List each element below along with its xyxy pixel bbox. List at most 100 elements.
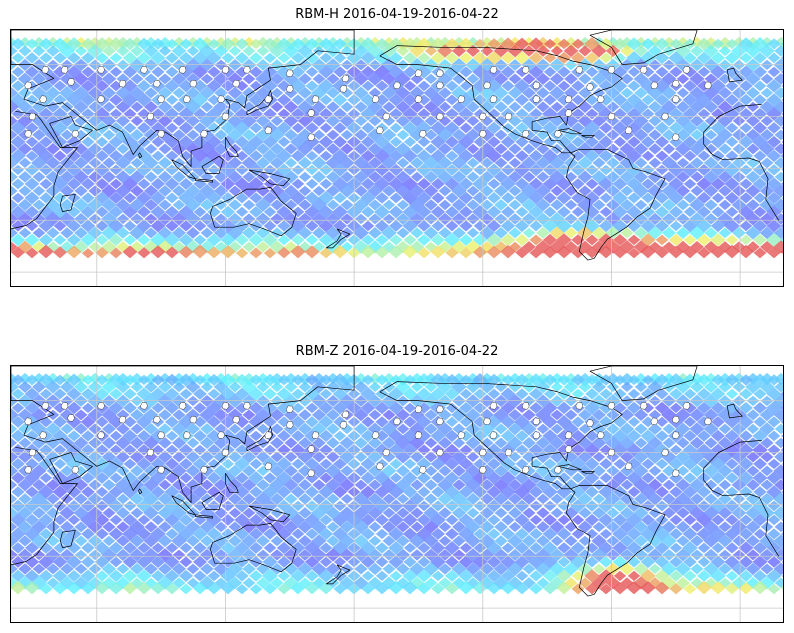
heat-cell	[599, 583, 613, 595]
heat-cell	[304, 485, 320, 498]
heat-cell	[682, 135, 698, 148]
heat-cell	[403, 556, 417, 568]
heat-cell	[333, 37, 347, 50]
heat-cell	[410, 171, 424, 183]
heat-cell	[619, 408, 635, 422]
heat-cell	[759, 44, 775, 58]
heat-cell	[326, 36, 340, 49]
heat-cell	[101, 226, 117, 240]
heat-cell	[620, 227, 634, 239]
heat-cell	[752, 177, 768, 191]
heat-cell	[262, 191, 278, 204]
heat-cell	[444, 135, 460, 148]
heat-cell	[249, 570, 263, 582]
heat-cell	[234, 219, 250, 233]
heat-cell	[360, 135, 376, 148]
heat-cell	[753, 234, 767, 246]
heat-cell	[81, 52, 95, 64]
heat-cell	[724, 51, 740, 65]
heat-cell	[263, 416, 277, 428]
heat-cell	[228, 143, 242, 155]
heat-cell	[424, 409, 438, 421]
heat-cell	[494, 227, 508, 239]
heat-cell	[290, 485, 306, 499]
heat-cell	[360, 107, 376, 121]
heat-cell	[374, 219, 390, 232]
heat-cell	[542, 527, 558, 541]
heat-cell	[319, 150, 333, 162]
heat-cell	[424, 381, 438, 393]
heat-cell	[633, 576, 649, 590]
heat-cell	[690, 521, 704, 533]
heat-cell	[549, 520, 565, 534]
heat-cell	[549, 450, 565, 464]
heat-cell	[409, 492, 425, 506]
heat-cell	[410, 227, 424, 239]
heat-cell	[396, 129, 410, 141]
heatmap-canvas	[11, 30, 783, 286]
heat-cell	[277, 430, 291, 442]
heat-cell	[276, 387, 292, 401]
heat-cell	[417, 80, 431, 92]
heat-cell	[550, 409, 564, 421]
heat-cell	[773, 464, 783, 478]
heat-cell	[18, 157, 32, 169]
heat-cell	[18, 493, 32, 505]
heat-cell	[353, 142, 369, 155]
station-marker	[418, 130, 427, 138]
heat-cell	[451, 380, 467, 394]
heat-cell	[409, 436, 425, 450]
heat-cell	[53, 458, 67, 470]
heat-cell	[325, 506, 341, 520]
heat-cell	[256, 171, 270, 183]
heat-cell	[179, 388, 193, 400]
heat-cell	[179, 458, 193, 470]
heat-cell	[221, 458, 235, 470]
heat-cell	[382, 535, 396, 547]
station-marker	[639, 402, 648, 410]
heat-cell	[220, 582, 236, 595]
heat-cell	[760, 465, 774, 477]
heat-cell	[122, 65, 138, 79]
heat-cell	[739, 374, 753, 386]
heat-cell	[262, 555, 278, 569]
heat-cell	[598, 415, 614, 429]
heat-cell	[731, 562, 747, 576]
heat-cell	[703, 170, 719, 184]
heat-cell	[528, 485, 544, 499]
heat-cell	[339, 36, 355, 50]
heat-cell	[115, 548, 131, 561]
heat-cell	[689, 450, 705, 464]
heat-cell	[584, 513, 600, 526]
heat-cell	[87, 408, 103, 422]
heat-cell	[648, 409, 662, 421]
heat-cell	[227, 170, 243, 184]
heat-cell	[179, 500, 193, 512]
heat-cell	[571, 472, 585, 484]
heat-cell	[53, 52, 67, 64]
heat-cell	[130, 409, 144, 421]
heat-cell	[724, 65, 740, 79]
heat-cell	[444, 65, 460, 79]
heat-cell	[101, 212, 117, 226]
heat-cell	[388, 527, 404, 541]
heat-cell	[165, 38, 179, 50]
heat-cell	[333, 219, 347, 232]
heat-cell	[416, 513, 432, 527]
heat-cell	[11, 93, 26, 107]
heat-cell	[73, 86, 89, 100]
heat-cell	[690, 185, 704, 197]
heat-cell	[459, 220, 473, 232]
heat-cell	[87, 520, 103, 534]
heat-cell	[199, 520, 215, 534]
heat-cell	[354, 213, 368, 225]
heat-cell	[458, 513, 474, 527]
heat-cell	[445, 38, 459, 50]
heat-cell	[745, 184, 761, 198]
heat-cell	[395, 72, 411, 86]
heat-cell	[662, 507, 676, 519]
heat-cell	[445, 402, 459, 414]
heat-cell	[353, 198, 369, 212]
station-marker	[286, 405, 294, 414]
heat-cell	[137, 374, 151, 386]
